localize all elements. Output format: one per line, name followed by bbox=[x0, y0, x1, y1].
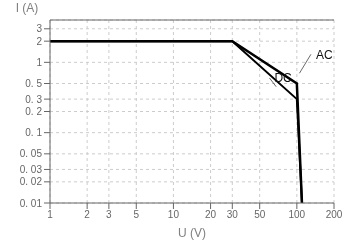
svg-text:5: 5 bbox=[133, 209, 139, 220]
svg-text:3: 3 bbox=[106, 209, 112, 220]
svg-text:0. 02: 0. 02 bbox=[20, 176, 43, 187]
svg-text:50: 50 bbox=[254, 209, 266, 220]
svg-text:30: 30 bbox=[227, 209, 239, 220]
svg-text:200: 200 bbox=[326, 209, 342, 220]
svg-text:2: 2 bbox=[36, 36, 42, 47]
svg-text:I (A): I (A) bbox=[16, 1, 39, 15]
svg-text:0. 3: 0. 3 bbox=[25, 94, 42, 105]
svg-text:0. 1: 0. 1 bbox=[25, 127, 42, 138]
svg-text:0. 01: 0. 01 bbox=[20, 198, 43, 209]
svg-text:0. 05: 0. 05 bbox=[20, 148, 43, 159]
svg-text:DC: DC bbox=[274, 71, 292, 85]
svg-text:0. 03: 0. 03 bbox=[20, 164, 43, 175]
svg-text:3: 3 bbox=[36, 23, 42, 34]
svg-text:1: 1 bbox=[47, 209, 53, 220]
svg-text:100: 100 bbox=[289, 209, 306, 220]
svg-text:0. 5: 0. 5 bbox=[25, 78, 42, 89]
svg-text:2: 2 bbox=[84, 209, 90, 220]
svg-text:10: 10 bbox=[168, 209, 180, 220]
svg-text:AC: AC bbox=[316, 48, 333, 62]
svg-text:U (V): U (V) bbox=[178, 226, 206, 240]
svg-text:0. 2: 0. 2 bbox=[25, 106, 42, 117]
svg-text:1: 1 bbox=[36, 57, 42, 68]
svg-text:20: 20 bbox=[205, 209, 217, 220]
